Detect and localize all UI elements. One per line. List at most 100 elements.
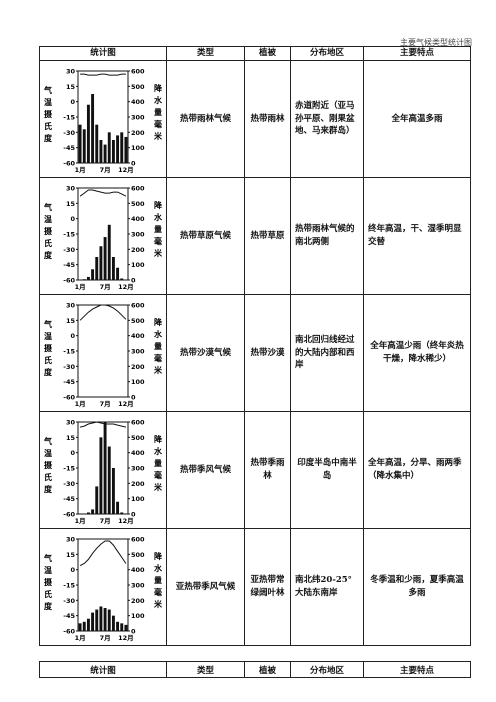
precip-bar <box>91 94 95 163</box>
precip-tick-label: 400 <box>131 98 145 106</box>
precip-tick-label: 500 <box>131 551 145 559</box>
climate-chart-tropical-savanna: 30 15 0 -15 -30 -45 -60 600 500 400 300 200 100 0 气温摄氏… <box>43 185 163 292</box>
vegetation-cell: 热带沙漠 <box>244 294 291 412</box>
precip-bar <box>107 224 111 280</box>
header-features: 主要特点 <box>363 46 471 61</box>
precip-tick-label: 500 <box>131 200 145 208</box>
precip-tick-label: 100 <box>131 378 145 386</box>
type-text: 亚热带季风气候 <box>175 581 236 592</box>
precip-bar <box>111 257 115 280</box>
temp-axis-label-char: 气 <box>43 436 52 446</box>
vegetation-text: 亚热带常绿阔叶林 <box>250 575 285 598</box>
vegetation-cell: 亚热带常绿阔叶林 <box>244 528 291 646</box>
precip-axis-label-char: 水 <box>153 212 163 222</box>
temp-axis-label-char: 气 <box>43 202 52 212</box>
month-tick-label: 12月 <box>118 283 134 291</box>
precip-axis-label-char: 毫 <box>154 236 162 246</box>
month-tick-label: 1月 <box>75 517 86 525</box>
temp-axis-label-char: 氏 <box>44 355 52 365</box>
climate-table: 统计图 类型 植被 分布地区 主要特点 30 15 0 -15 -30 -45 -60 600… <box>39 46 471 646</box>
precip-axis-label-char: 降 <box>154 551 163 561</box>
precip-bar <box>86 618 90 631</box>
temp-tick-label: -15 <box>63 582 75 590</box>
precip-axis-label-char: 水 <box>153 95 163 105</box>
precip-tick-label: 400 <box>131 566 145 574</box>
temp-axis-label-char: 温 <box>44 565 52 575</box>
precip-axis-label-char: 米 <box>153 599 163 609</box>
precip-tick-label: 200 <box>131 480 145 488</box>
precip-axis-label-char: 降 <box>154 434 163 444</box>
temp-line <box>80 73 126 76</box>
type-cell: 亚热带季风气候 <box>166 528 245 646</box>
distribution-cell: 南北回归线经过的大陆内部和西岸 <box>290 294 364 412</box>
precip-tick-label: 600 <box>131 68 145 76</box>
precip-bar <box>107 132 111 163</box>
temp-axis-label-char: 度 <box>44 367 53 377</box>
precip-tick-label: 0 <box>131 628 136 636</box>
temp-line <box>79 421 127 428</box>
type-cell: 热带草原气候 <box>166 177 245 295</box>
precip-tick-label: 100 <box>131 261 145 269</box>
vegetation-text: 热带季雨林 <box>250 458 285 481</box>
distribution-text: 印度半岛中南半岛 <box>297 458 357 481</box>
precip-bar <box>103 144 107 163</box>
temp-tick-label: 30 <box>66 185 76 193</box>
month-tick-label: 1月 <box>75 400 86 408</box>
precip-tick-label: 600 <box>131 302 145 310</box>
precip-bar <box>86 512 90 514</box>
temp-axis-label-char: 氏 <box>44 472 52 482</box>
features-text: 终年高温，干、湿季明显交替 <box>368 224 462 247</box>
table-row: 30 15 0 -15 -30 -45 -60 600 500 400 300 200 100 0 气温摄氏… <box>39 177 471 295</box>
climate-chart-tropical-monsoon: 30 15 0 -15 -30 -45 -60 600 500 400 300 200 100 0 气温摄氏… <box>43 419 163 526</box>
distribution-cell: 印度半岛中南半岛 <box>290 411 364 529</box>
footer-header-table: 统计图 类型 植被 分布地区 主要特点 <box>39 661 471 678</box>
precip-axis-label-char: 量 <box>154 224 162 234</box>
precip-bar <box>111 140 115 163</box>
precip-bar <box>91 269 95 280</box>
header-chart: 统计图 <box>39 661 167 678</box>
temp-tick-label: -60 <box>63 394 75 402</box>
temp-axis-label-char: 度 <box>44 601 53 611</box>
chart-cell: 30 15 0 -15 -30 -45 -60 600 500 400 300 200 100 0 气温摄氏… <box>39 411 167 529</box>
features-cell: 终年高温，干、湿季明显交替 <box>363 177 471 295</box>
precip-bar <box>120 132 124 163</box>
month-tick-label: 7月 <box>100 283 111 291</box>
temp-tick-label: 15 <box>66 434 76 442</box>
temp-axis-label-char: 氏 <box>44 121 52 131</box>
temp-axis-label-char: 温 <box>44 97 52 107</box>
header-distribution: 分布地区 <box>290 46 364 61</box>
features-text: 全年高温多雨 <box>391 113 443 124</box>
distribution-text: 热带雨林气候的南北两侧 <box>295 224 355 247</box>
vegetation-text: 热带雨林 <box>250 113 285 124</box>
precip-tick-label: 200 <box>131 246 145 254</box>
header-distribution: 分布地区 <box>290 661 364 678</box>
table-row: 30 15 0 -15 -30 -45 -60 600 500 400 300 200 100 0 气温摄氏… <box>39 60 471 178</box>
precip-bar <box>82 279 86 280</box>
precip-axis-label-char: 毫 <box>154 587 162 597</box>
temp-axis-label-char: 温 <box>44 331 52 341</box>
temp-line <box>79 540 127 567</box>
precip-axis-label-char: 米 <box>153 131 163 141</box>
precip-bar <box>86 104 90 163</box>
precip-bar <box>116 501 120 514</box>
plot-frame <box>77 304 129 398</box>
features-text: 全年高温，分旱、雨两季（降水集中） <box>368 458 462 481</box>
precip-bar <box>103 237 107 280</box>
temp-tick-label: -15 <box>63 114 75 122</box>
temp-axis-label-char: 摄 <box>44 577 53 587</box>
temp-tick-label: -45 <box>63 378 75 386</box>
temp-tick-label: -15 <box>63 231 75 239</box>
features-cell: 冬季温和少雨，夏季高温多雨 <box>363 528 471 646</box>
precip-bar <box>95 609 99 631</box>
precip-tick-label: 0 <box>131 394 136 402</box>
precip-bar <box>124 624 128 631</box>
climate-chart-tropical-rainforest: 30 15 0 -15 -30 -45 -60 600 500 400 300 200 100 0 气温摄氏… <box>43 68 163 175</box>
temp-tick-label: 0 <box>70 215 75 223</box>
precip-tick-label: 300 <box>131 348 145 356</box>
header-type: 类型 <box>166 661 245 678</box>
temp-axis-label-char: 氏 <box>44 238 52 248</box>
precip-tick-label: 100 <box>131 144 145 152</box>
features-text: 冬季温和少雨，夏季高温多雨 <box>370 575 464 598</box>
vegetation-cell: 热带季雨林 <box>244 411 291 529</box>
precip-tick-label: 0 <box>131 511 136 519</box>
